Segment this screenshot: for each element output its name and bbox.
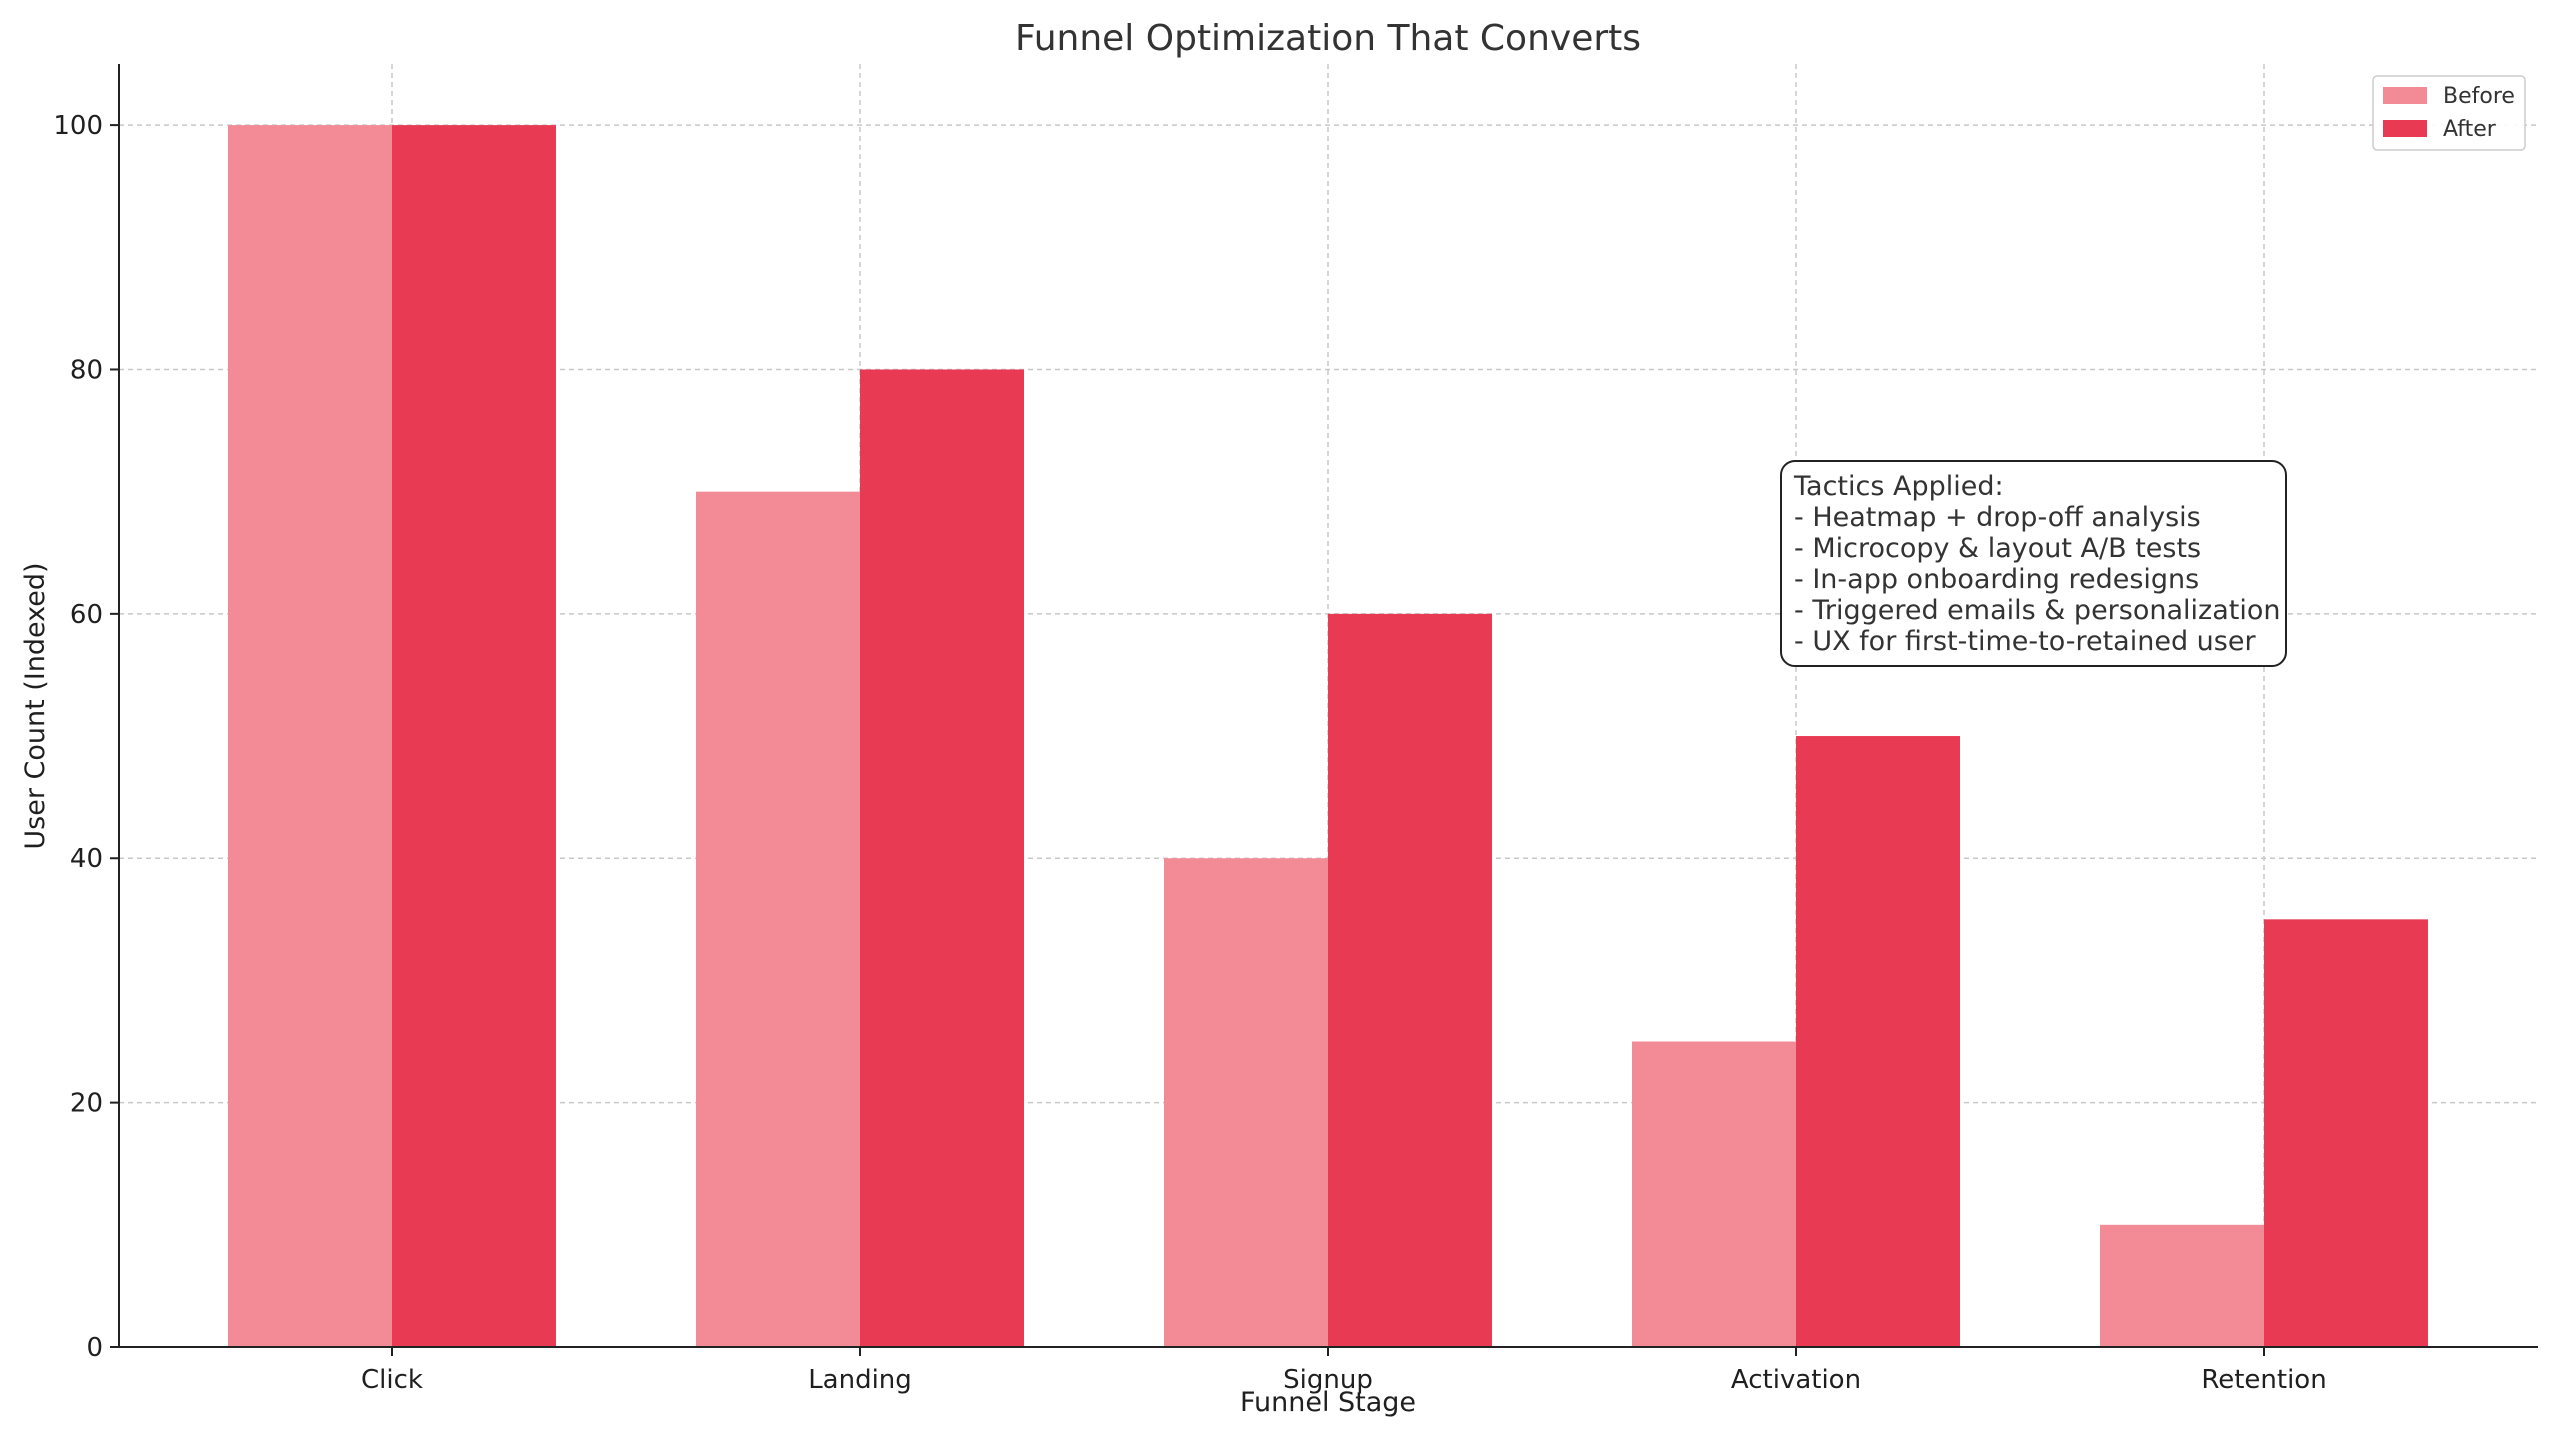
- y-tick-label: 80: [70, 355, 103, 385]
- chart-title: Funnel Optimization That Converts: [1015, 18, 1641, 59]
- y-axis-label: User Count (Indexed): [20, 562, 51, 849]
- annotation-line: - In-app onboarding redesigns: [1794, 564, 2199, 595]
- legend-label-after: After: [2443, 117, 2497, 142]
- annotation-box: Tactics Applied:- Heatmap + drop-off ana…: [1780, 460, 2287, 667]
- annotation-line: Tactics Applied:: [1793, 471, 2004, 502]
- bar-after-activation: [1796, 736, 1960, 1347]
- x-tick-label: Landing: [808, 1365, 912, 1395]
- legend-swatch-before: [2383, 87, 2427, 104]
- x-tick-label: Activation: [1731, 1365, 1861, 1395]
- legend: Before After: [2372, 75, 2526, 151]
- x-axis-label: Funnel Stage: [1240, 1387, 1416, 1418]
- bar-after-click: [392, 125, 556, 1348]
- annotation-line: - Heatmap + drop-off analysis: [1794, 502, 2201, 533]
- axis-layer: 0 20 40 60 80 100 Click Landing Signup Activation…: [53, 64, 2538, 1395]
- y-tick-label: 40: [70, 844, 103, 874]
- bar-after-landing: [860, 369, 1024, 1347]
- bar-before-signup: [1164, 858, 1328, 1347]
- bar-layer: [228, 125, 2428, 1348]
- bar-before-retention: [2100, 1224, 2264, 1347]
- x-tick-label: Signup: [1283, 1365, 1373, 1395]
- annotation-frame: [1780, 460, 2287, 667]
- bar-before-landing: [696, 491, 860, 1348]
- legend-label-before: Before: [2443, 84, 2515, 109]
- y-tick-label: 0: [86, 1333, 103, 1363]
- legend-swatch-after: [2383, 120, 2427, 137]
- bar-before-click: [228, 125, 392, 1348]
- annotation-line: - UX for first-time-to-retained user: [1794, 626, 2256, 657]
- bar-after-signup: [1328, 613, 1492, 1347]
- bar-after-retention: [2264, 919, 2428, 1347]
- y-tick-label: 100: [53, 111, 103, 141]
- bar-before-activation: [1632, 1041, 1796, 1347]
- y-tick-label: 60: [70, 600, 103, 630]
- y-tick-label: 20: [70, 1089, 103, 1119]
- annotation-line: - Triggered emails & personalization: [1794, 595, 2280, 626]
- x-tick-label: Click: [361, 1365, 423, 1395]
- x-tick-label: Retention: [2201, 1365, 2326, 1395]
- annotation-line: - Microcopy & layout A/B tests: [1794, 533, 2201, 564]
